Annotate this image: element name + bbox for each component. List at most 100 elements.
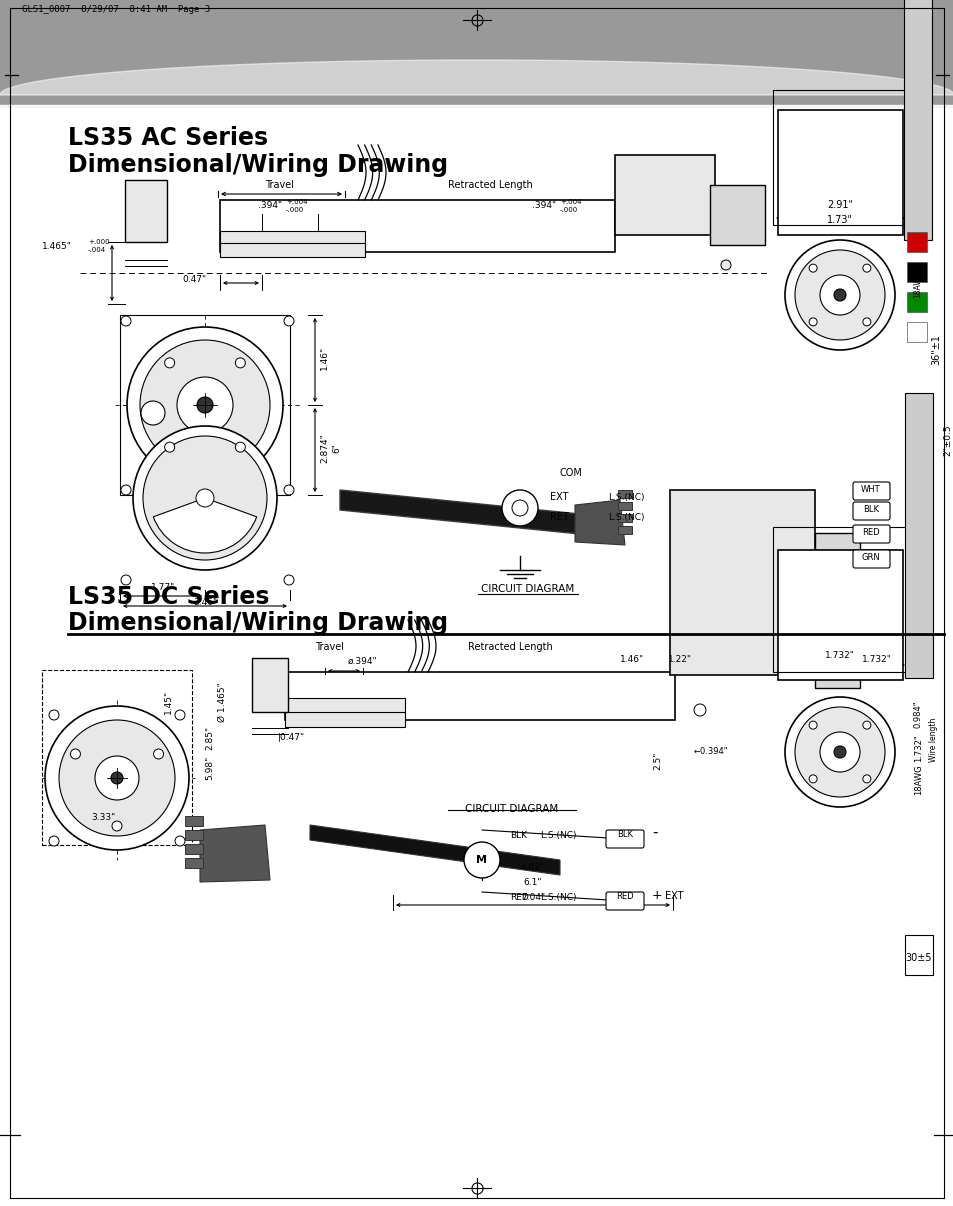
Text: M: M	[476, 855, 487, 865]
Bar	[618, 514, 631, 522]
Text: -: -	[651, 825, 657, 841]
Text: 1.46": 1.46"	[619, 655, 643, 665]
Text: Retracted Length: Retracted Length	[467, 642, 552, 652]
Circle shape	[794, 707, 884, 797]
Circle shape	[784, 240, 894, 350]
Circle shape	[111, 772, 123, 784]
Text: 1.73": 1.73"	[826, 215, 852, 226]
Bar	[120, 315, 290, 494]
Bar	[778, 550, 902, 680]
Text: 2.5": 2.5"	[653, 751, 661, 769]
FancyBboxPatch shape	[605, 830, 643, 848]
Text: CIRCUIT DIAGRAM: CIRCUIT DIAGRAM	[465, 804, 558, 814]
Text: EXT: EXT	[664, 891, 682, 901]
Text: .394": .394"	[257, 201, 282, 210]
Bar	[220, 200, 615, 252]
Text: L.S.(NC): L.S.(NC)	[539, 892, 576, 902]
Text: 1.22": 1.22"	[667, 655, 691, 665]
Bar	[185, 857, 203, 868]
Bar	[285, 672, 675, 720]
Text: 2.85": 2.85"	[205, 726, 214, 750]
Circle shape	[174, 836, 185, 845]
Circle shape	[49, 710, 59, 720]
Bar	[42, 671, 192, 845]
Circle shape	[121, 575, 131, 585]
Text: LS35 DC Series: LS35 DC Series	[68, 585, 269, 609]
Circle shape	[153, 749, 163, 759]
Bar	[772, 527, 907, 672]
Circle shape	[49, 836, 59, 845]
Text: Wire length: Wire length	[928, 718, 938, 762]
Bar	[285, 698, 405, 713]
Text: BLK: BLK	[617, 830, 633, 839]
Circle shape	[143, 437, 267, 560]
Circle shape	[45, 706, 189, 850]
Circle shape	[820, 732, 859, 772]
Circle shape	[808, 721, 817, 730]
Text: Retracted Length: Retracted Length	[447, 180, 532, 191]
Text: 1.45": 1.45"	[163, 690, 172, 714]
Circle shape	[820, 275, 859, 315]
Text: 2"±0.5: 2"±0.5	[943, 425, 951, 456]
Text: Dimensional/Wiring Drawing: Dimensional/Wiring Drawing	[68, 611, 448, 636]
Text: 1.465": 1.465"	[42, 242, 71, 251]
Text: Travel: Travel	[315, 642, 344, 652]
Bar	[906, 262, 926, 282]
Bar	[220, 242, 365, 257]
Circle shape	[784, 697, 894, 807]
Circle shape	[195, 488, 213, 507]
Circle shape	[196, 397, 213, 412]
Text: 1.732": 1.732"	[862, 655, 891, 665]
Bar	[814, 533, 859, 687]
Text: RED: RED	[510, 892, 528, 902]
Polygon shape	[575, 500, 624, 545]
Circle shape	[833, 289, 845, 302]
Text: 18AWG: 18AWG	[914, 765, 923, 795]
Circle shape	[284, 485, 294, 494]
Circle shape	[177, 377, 233, 433]
Text: Ø 1.465": Ø 1.465"	[217, 683, 226, 722]
Circle shape	[693, 704, 705, 716]
Text: RET: RET	[550, 513, 568, 522]
Text: 4.02": 4.02"	[520, 863, 544, 872]
Bar	[904, 935, 932, 974]
Text: 1.77": 1.77"	[151, 582, 175, 592]
Text: ø.394": ø.394"	[348, 657, 377, 666]
Circle shape	[808, 775, 817, 783]
Polygon shape	[310, 825, 559, 876]
Bar	[125, 180, 167, 242]
FancyBboxPatch shape	[852, 482, 889, 500]
Circle shape	[71, 749, 80, 759]
Text: L.S.(NC): L.S.(NC)	[607, 493, 644, 502]
Text: CIRCUIT DIAGRAM: CIRCUIT DIAGRAM	[481, 584, 574, 595]
Text: 3.46": 3.46"	[193, 598, 217, 607]
FancyBboxPatch shape	[852, 550, 889, 568]
Circle shape	[112, 821, 122, 831]
Bar	[252, 658, 288, 712]
Circle shape	[501, 490, 537, 526]
Circle shape	[512, 500, 527, 516]
Circle shape	[284, 575, 294, 585]
Circle shape	[463, 842, 499, 878]
Text: -.000: -.000	[286, 207, 304, 213]
Circle shape	[284, 316, 294, 326]
Text: L.S.(NC): L.S.(NC)	[607, 513, 644, 522]
Text: Dimensional/Wiring Drawing: Dimensional/Wiring Drawing	[68, 153, 448, 177]
Bar	[669, 490, 814, 675]
Circle shape	[174, 710, 185, 720]
Bar	[903, 0, 931, 240]
Text: WHT: WHT	[861, 485, 880, 494]
Circle shape	[59, 720, 174, 836]
Text: 7.04": 7.04"	[520, 892, 544, 902]
Text: 36"±1: 36"±1	[930, 334, 940, 365]
Circle shape	[862, 775, 870, 783]
Text: 3.33": 3.33"	[91, 813, 115, 822]
Bar	[618, 502, 631, 510]
Bar	[185, 830, 203, 841]
Text: 1.732": 1.732"	[913, 734, 923, 762]
Text: BLK: BLK	[510, 831, 526, 841]
Circle shape	[808, 318, 817, 326]
Text: +.004: +.004	[286, 199, 307, 205]
Text: +.000: +.000	[88, 239, 110, 245]
Polygon shape	[339, 490, 589, 535]
